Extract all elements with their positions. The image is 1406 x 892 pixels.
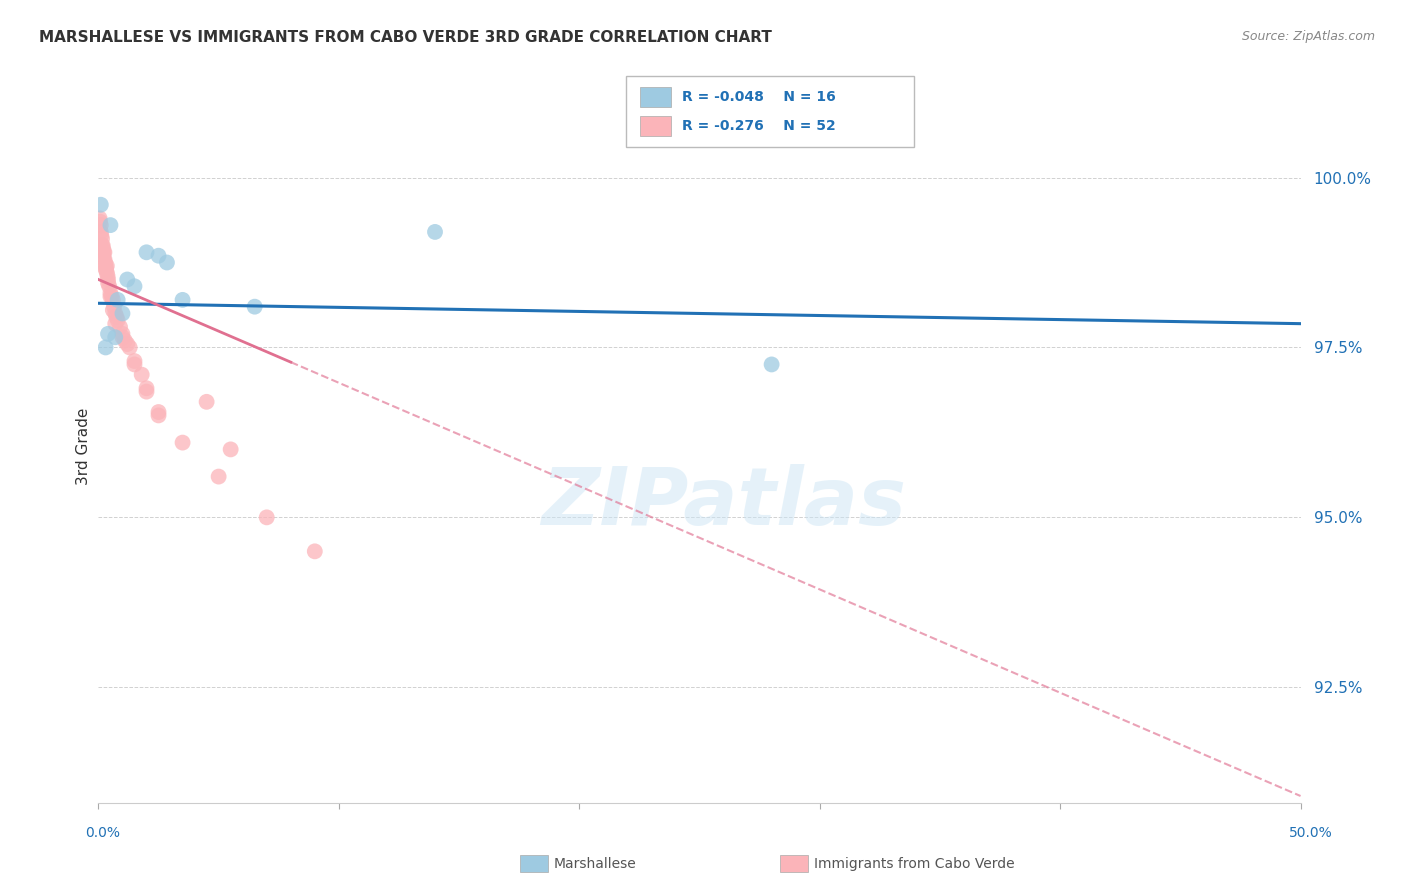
Point <box>172 293 194 307</box>
Point <box>91 232 114 246</box>
Point <box>97 276 120 290</box>
Point <box>93 245 115 260</box>
Point <box>135 381 157 395</box>
Text: Marshallese: Marshallese <box>554 857 637 871</box>
Point <box>124 354 146 368</box>
Point <box>91 238 114 252</box>
Point <box>118 341 141 355</box>
Point <box>148 405 170 419</box>
Point <box>100 286 122 301</box>
Point <box>124 358 146 372</box>
Point <box>96 266 118 280</box>
Point <box>101 303 124 318</box>
Point <box>148 249 170 263</box>
Point <box>104 330 127 344</box>
Point <box>103 300 125 314</box>
Point <box>135 384 157 399</box>
Text: Immigrants from Cabo Verde: Immigrants from Cabo Verde <box>814 857 1015 871</box>
Point <box>94 259 117 273</box>
Point <box>89 211 111 226</box>
Point <box>107 293 129 307</box>
Point <box>96 269 118 284</box>
Point <box>91 249 114 263</box>
Point <box>91 242 114 256</box>
Point <box>97 272 120 286</box>
Point <box>243 300 266 314</box>
Point <box>93 252 115 266</box>
Point <box>124 279 146 293</box>
Point <box>423 225 446 239</box>
Point <box>172 435 194 450</box>
Point <box>148 409 170 423</box>
Point <box>304 544 326 558</box>
Point <box>93 245 115 260</box>
Y-axis label: 3rd Grade: 3rd Grade <box>76 408 91 484</box>
Point <box>100 218 122 232</box>
Point <box>90 218 112 232</box>
Text: Source: ZipAtlas.com: Source: ZipAtlas.com <box>1241 30 1375 44</box>
Point <box>117 272 139 286</box>
Text: MARSHALLESE VS IMMIGRANTS FROM CABO VERDE 3RD GRADE CORRELATION CHART: MARSHALLESE VS IMMIGRANTS FROM CABO VERD… <box>39 30 772 45</box>
Text: 0.0%: 0.0% <box>86 826 120 839</box>
Point <box>90 228 112 243</box>
Point <box>761 358 783 372</box>
Point <box>100 289 122 303</box>
Point <box>104 317 127 331</box>
Point <box>256 510 278 524</box>
Point <box>107 313 129 327</box>
Point <box>101 293 124 307</box>
Text: R = -0.048    N = 16: R = -0.048 N = 16 <box>682 90 835 104</box>
Point <box>96 259 118 273</box>
Point <box>97 326 120 341</box>
Point <box>117 337 139 351</box>
Point <box>104 306 127 320</box>
Point <box>114 334 136 348</box>
Point <box>131 368 153 382</box>
Text: ZIPatlas: ZIPatlas <box>541 464 905 542</box>
Point <box>94 341 117 355</box>
Point <box>156 255 179 269</box>
Point <box>94 262 117 277</box>
Point <box>100 289 122 303</box>
Point <box>111 306 134 320</box>
Point <box>94 255 117 269</box>
Point <box>89 215 111 229</box>
Point <box>219 442 242 457</box>
Point <box>98 279 121 293</box>
Text: 50.0%: 50.0% <box>1288 826 1333 839</box>
Point <box>90 225 112 239</box>
Point <box>208 469 231 483</box>
Point <box>108 320 131 334</box>
Text: R = -0.276    N = 52: R = -0.276 N = 52 <box>682 119 835 133</box>
Point <box>90 198 112 212</box>
Point <box>111 326 134 341</box>
Point <box>105 310 128 324</box>
Point <box>111 330 134 344</box>
Point <box>91 238 114 252</box>
Point <box>94 262 117 277</box>
Point <box>195 394 218 409</box>
Point <box>135 245 157 260</box>
